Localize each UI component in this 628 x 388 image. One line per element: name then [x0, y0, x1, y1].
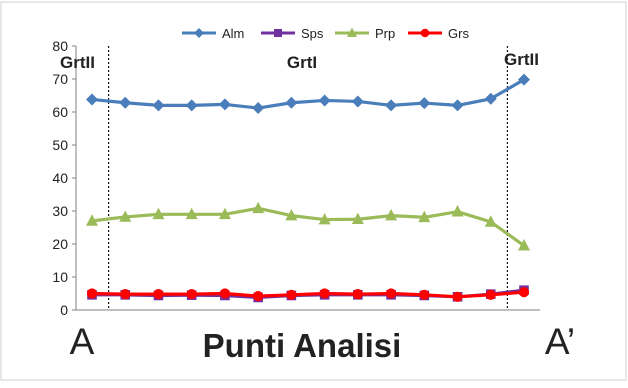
- data-point: [285, 209, 298, 221]
- data-point: [119, 210, 132, 222]
- data-point: [518, 73, 530, 86]
- data-point: [153, 289, 164, 300]
- series-line: [91, 206, 525, 247]
- data-point: [120, 289, 131, 300]
- data-point: [86, 93, 98, 106]
- data-point: [86, 288, 98, 299]
- data-point: [185, 99, 198, 112]
- legend-item: Sps: [261, 26, 324, 41]
- data-point: [285, 96, 298, 109]
- legend: Alm Sps Prp Grs: [182, 26, 469, 41]
- data-point: [418, 210, 431, 223]
- data-point: [420, 28, 430, 38]
- data-point: [252, 201, 265, 214]
- data-point: [152, 99, 165, 112]
- data-point: [451, 205, 464, 217]
- data-point: [484, 92, 497, 105]
- data-point: [274, 29, 282, 37]
- data-point: [253, 291, 264, 302]
- data-point: [152, 207, 165, 220]
- legend-label: Prp: [375, 26, 395, 41]
- data-point: [352, 289, 363, 300]
- data-point: [385, 99, 398, 112]
- outer-border: [0, 1, 627, 381]
- data-point: [286, 289, 297, 300]
- y-tick-label: 40: [52, 170, 68, 186]
- data-point: [418, 97, 431, 110]
- y-tick-label: 50: [52, 137, 68, 153]
- data-point: [185, 207, 198, 220]
- y-tick-label: 60: [52, 104, 68, 120]
- data-point: [518, 239, 530, 251]
- legend-label: Alm: [222, 26, 244, 41]
- data-point: [451, 99, 464, 112]
- data-point: [484, 215, 497, 227]
- y-tick-label: 80: [52, 38, 68, 54]
- series-grs: [86, 287, 530, 302]
- legend-label: Grs: [448, 26, 469, 41]
- data-point: [252, 102, 265, 115]
- data-point: [351, 95, 364, 108]
- x-axis-title: Punti Analisi: [203, 327, 402, 364]
- y-tick-label: 20: [52, 236, 68, 252]
- data-point: [219, 288, 231, 299]
- legend-item: Prp: [335, 26, 395, 41]
- region-label-middle: GrtI: [287, 53, 317, 72]
- legend-item: Grs: [408, 26, 469, 41]
- data-point: [419, 289, 430, 300]
- data-point: [485, 289, 496, 300]
- y-tick-label: 10: [52, 269, 68, 285]
- region-label-right: GrtII: [504, 50, 539, 69]
- series-prp: [86, 201, 530, 251]
- data-point: [119, 96, 132, 109]
- y-tick-label: 70: [52, 71, 68, 87]
- y-tick-label: 0: [60, 302, 68, 318]
- end-label: A’: [545, 321, 575, 362]
- series-alm: [86, 73, 530, 115]
- series-line: [91, 290, 525, 299]
- data-point: [351, 212, 364, 225]
- data-point: [86, 214, 98, 226]
- region-label-left: GrtII: [60, 53, 95, 72]
- data-point: [385, 209, 398, 221]
- data-point: [318, 94, 331, 107]
- start-label: A: [70, 321, 95, 362]
- data-point: [385, 288, 397, 299]
- data-point: [347, 27, 357, 37]
- legend-label: Sps: [301, 26, 324, 41]
- data-point: [194, 28, 204, 38]
- data-point: [319, 288, 330, 299]
- data-point: [318, 212, 331, 225]
- legend-item: Alm: [182, 26, 244, 41]
- data-point: [518, 287, 530, 298]
- data-point: [218, 207, 231, 220]
- data-point: [186, 289, 197, 300]
- axes: 0 10 20 30 40 50 60 70 80: [52, 38, 540, 318]
- data-point: [218, 98, 231, 111]
- y-tick-label: 30: [52, 203, 68, 219]
- data-point: [452, 291, 463, 302]
- series-layer: [86, 73, 530, 303]
